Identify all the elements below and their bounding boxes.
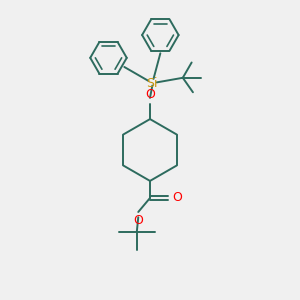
Text: Si: Si	[147, 77, 158, 90]
Text: O: O	[145, 88, 155, 101]
Text: O: O	[133, 214, 143, 227]
Text: O: O	[172, 191, 182, 205]
